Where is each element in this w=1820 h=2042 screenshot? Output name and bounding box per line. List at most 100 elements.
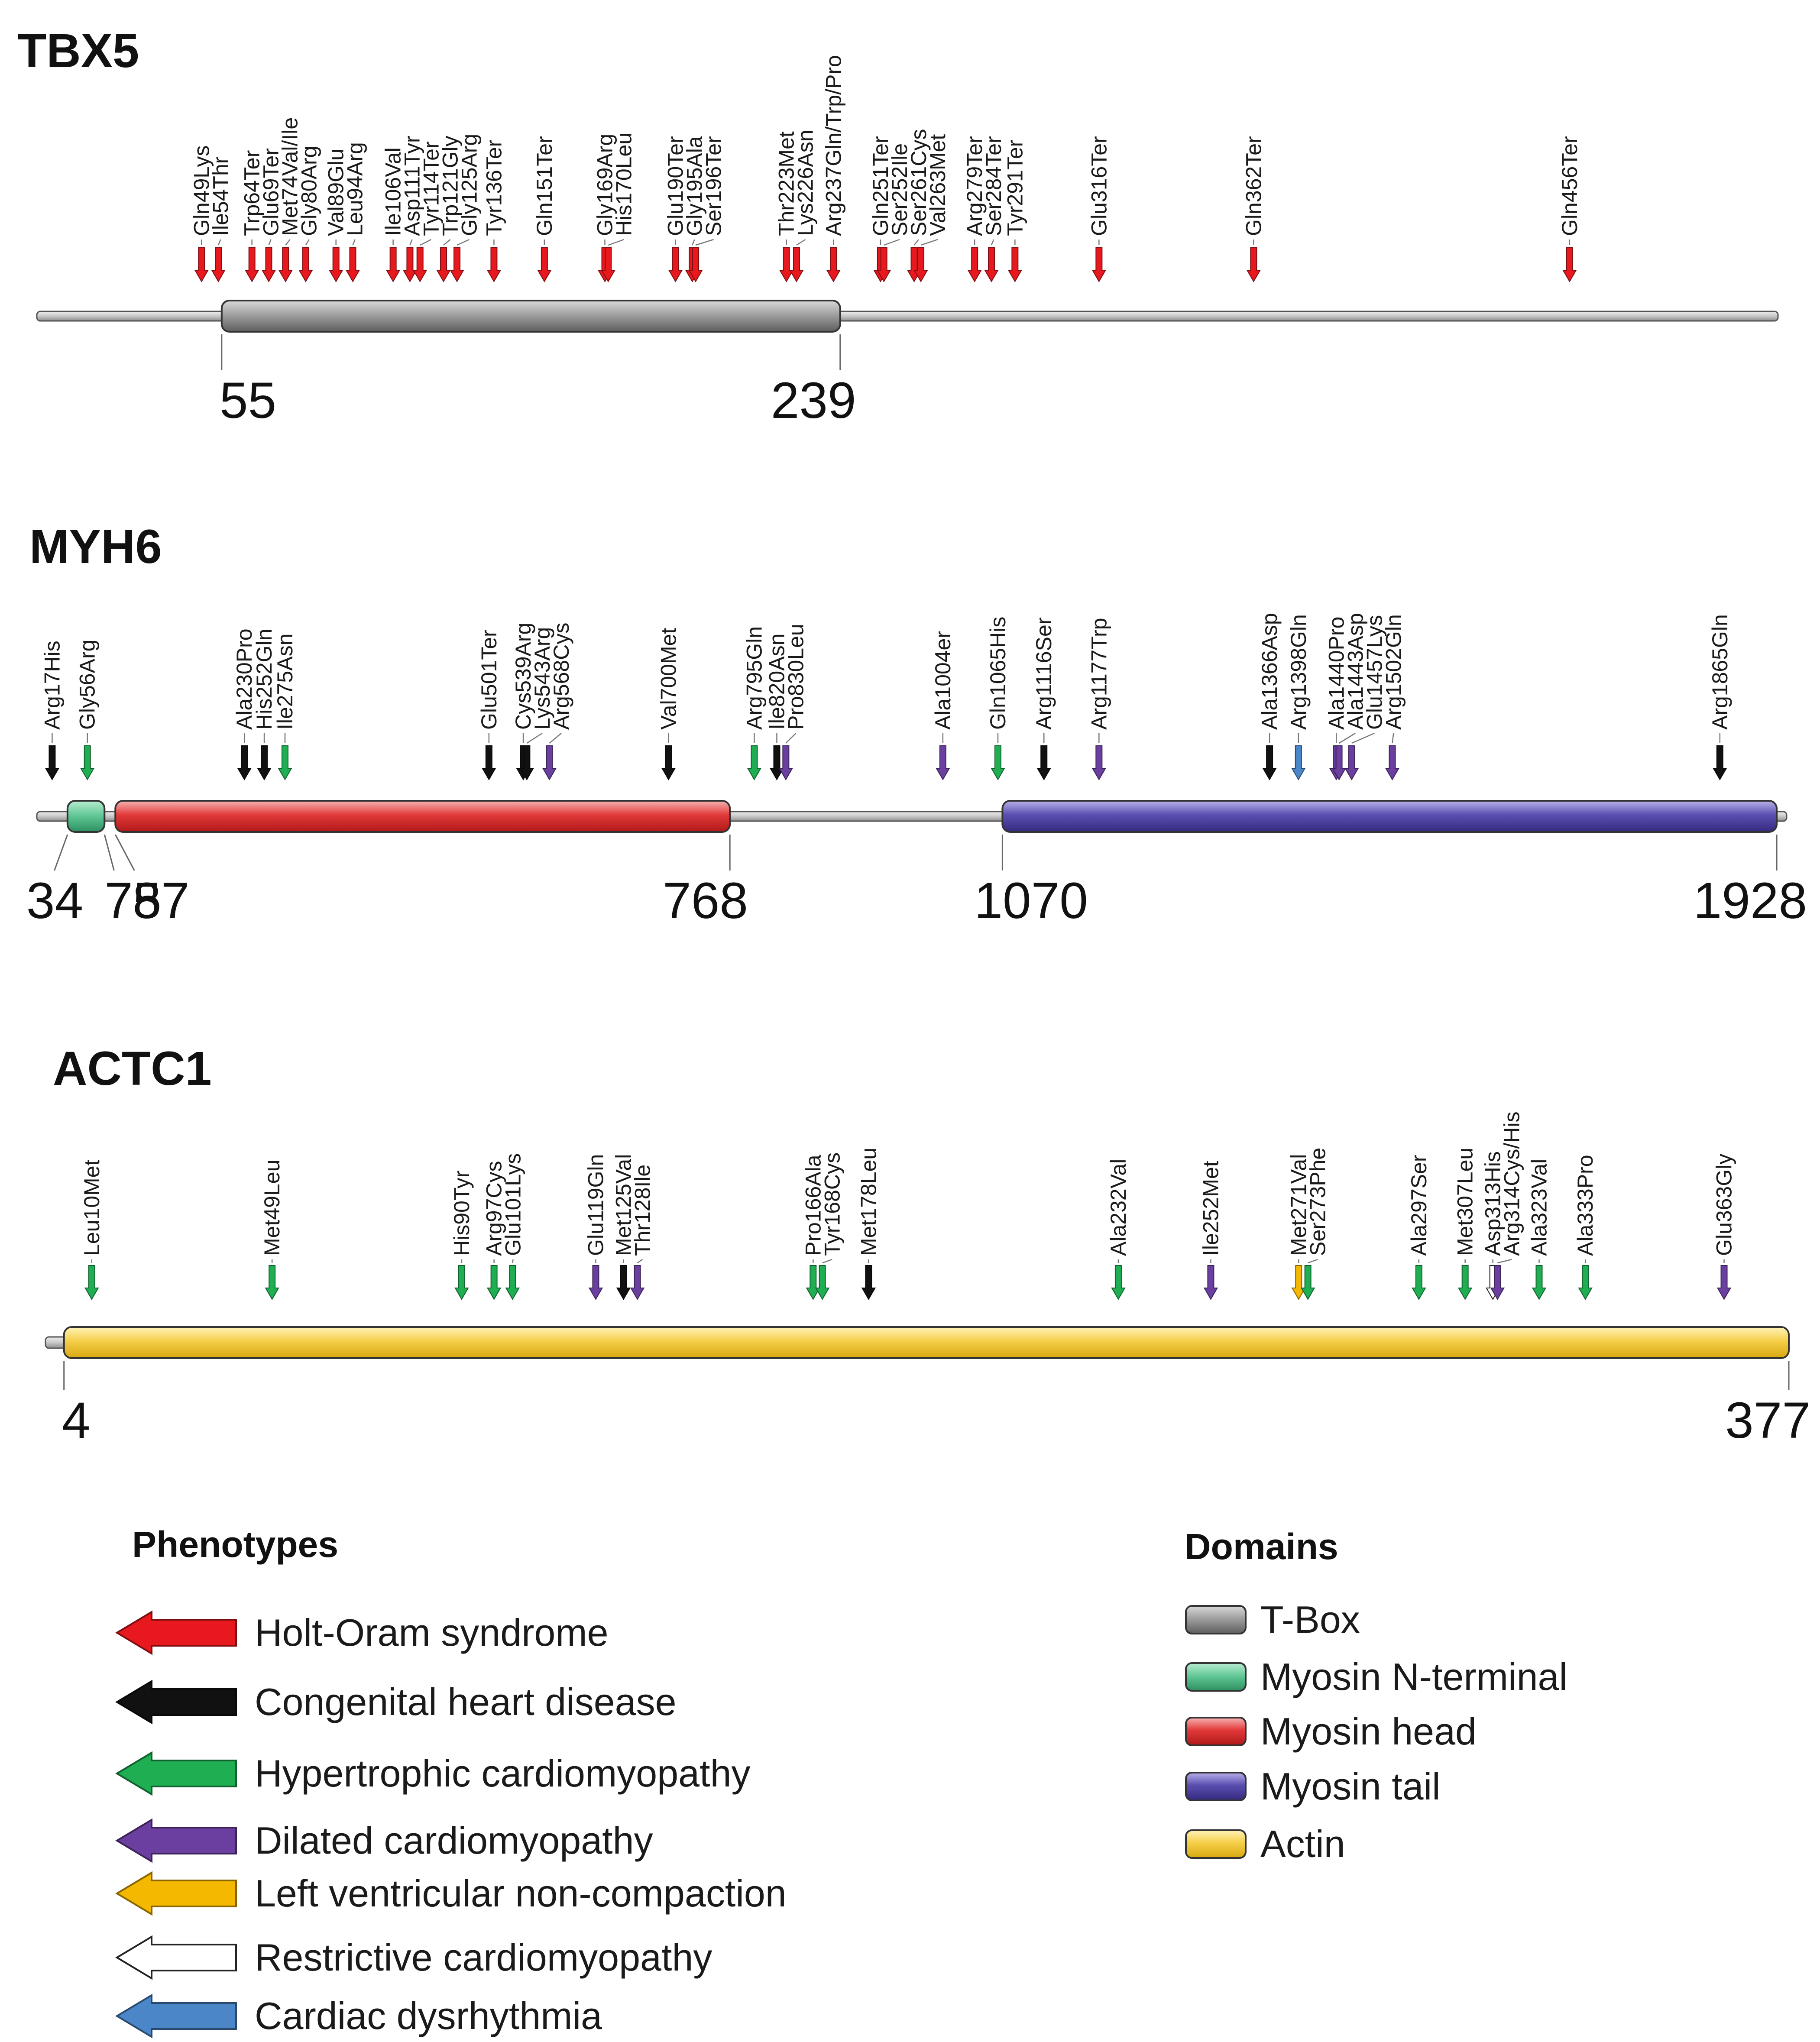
mutation-label: Glu1457Lys <box>1362 615 1386 730</box>
gene-panel-actc1: ACTC1 Leu10Met Met49Leu His90Tyr Arg97CysGl… <box>45 1042 1810 1449</box>
mutation-arrow-dcm <box>1490 1265 1505 1301</box>
phenotype-legend: Phenotypes Holt-Oram syndrome Congenital … <box>115 1524 787 2039</box>
mutation-label: His252Gln <box>252 629 276 730</box>
mutation-stems <box>52 732 1721 744</box>
mutation-arrow-holt <box>298 247 313 283</box>
legend-swatch-tbox <box>1185 1605 1247 1634</box>
legend-label: Myosin head <box>1260 1710 1477 1753</box>
gene-panel-myh6: MYH6 Arg17His Gly56Arg Ala230ProHis252GlnI… <box>26 520 1807 929</box>
mutation-arrow-dcm <box>588 1265 603 1301</box>
mutation-arrow-hcm <box>815 1265 830 1301</box>
domain-tbox <box>220 300 841 333</box>
mutation-arrow-dcm <box>630 1265 645 1301</box>
mutation-leader <box>608 239 624 246</box>
mutation-label: Gln456Ter <box>1558 136 1582 236</box>
mutation-arrow-holt <box>412 247 427 283</box>
mutation-label: Asp313His <box>1481 1151 1505 1256</box>
mutation-labels: Leu10Met Met49Leu His90Tyr Arg97CysGlu101Ly… <box>80 1112 1736 1256</box>
mutation-arrow-dcm <box>1716 1265 1732 1301</box>
position-label: 87 <box>133 872 189 929</box>
mutation-arrow-chd <box>616 1265 631 1301</box>
mutation-leader <box>884 239 900 246</box>
mutation-label: Cys539Arg <box>511 623 535 730</box>
mutation-leader <box>549 733 562 744</box>
mutation-arrow-holt <box>1091 247 1107 283</box>
mutation-arrow-holt <box>984 247 999 283</box>
position-tick <box>104 834 115 871</box>
mutation-arrow-hcm <box>747 745 762 781</box>
position-label: 55 <box>220 372 276 429</box>
phenotype-legend-title: Phenotypes <box>132 1524 338 1565</box>
mutation-label: His170Leu <box>612 133 636 236</box>
mutation-leader <box>443 239 451 246</box>
legend-label: T-Box <box>1260 1598 1360 1641</box>
gene-title: MYH6 <box>29 520 162 573</box>
mutation-arrow-hcm <box>505 1265 520 1301</box>
mutation-label: Ala333Pro <box>1573 1155 1597 1256</box>
legend-arrow-hcm <box>115 1751 237 1796</box>
legend-label: Left ventricular non-compaction <box>255 1872 787 1915</box>
mutation-arrow-holt <box>402 247 418 283</box>
mutation-arrow-chd <box>1713 745 1727 781</box>
mutation-arrows <box>194 247 1577 283</box>
mutation-label: Gly125Arg <box>457 134 482 236</box>
mutation-arrow-holt <box>1007 247 1023 283</box>
mutation-arrow-holt <box>537 247 552 283</box>
mutation-arrow-chd <box>45 745 60 781</box>
mutation-labels: Arg17His Gly56Arg Ala230ProHis252GlnIle275… <box>40 613 1732 730</box>
mutation-label: Ala230Pro <box>232 629 256 730</box>
legend-swatch-myo-tail <box>1185 1772 1247 1801</box>
mutation-arrow-dcm <box>1331 745 1347 781</box>
mutation-arrow-chd <box>1262 745 1277 781</box>
mutation-label: Arg17His <box>40 641 64 730</box>
legend-arrow-rcm <box>115 1935 237 1980</box>
mutation-label: Pro830Leu <box>784 624 808 730</box>
position-label: 1070 <box>974 872 1088 929</box>
mutation-arrow-hcm <box>1111 1265 1126 1301</box>
mutation-arrow-holt <box>601 247 616 283</box>
position-label: 377 <box>1725 1392 1810 1449</box>
mutation-arrows <box>84 1265 1732 1301</box>
mutation-arrow-dcm <box>542 745 557 781</box>
gene-title: TBX5 <box>17 24 139 78</box>
mutation-arrow-holt <box>436 247 451 283</box>
mutation-arrow-hcm <box>991 745 1005 781</box>
mutation-leader <box>920 239 938 246</box>
mutation-label: Tyr168Cys <box>820 1152 844 1256</box>
mutation-arrow-hcm <box>454 1265 469 1301</box>
mutation-arrow-holt <box>486 247 502 283</box>
mutation-arrow-holt <box>278 247 293 283</box>
mutation-label: Met49Leu <box>260 1160 284 1256</box>
mutation-arrow-hcm <box>84 1265 99 1301</box>
mutation-leader <box>457 239 470 246</box>
mutation-arrow-holt <box>194 247 209 283</box>
mutation-arrow-holt <box>876 247 891 283</box>
mutation-leader <box>512 1259 514 1263</box>
mutation-label: Leu10Met <box>80 1160 104 1256</box>
legend-arrow-chd <box>115 1680 237 1725</box>
mutation-arrow-hcm <box>1578 1265 1593 1301</box>
mutation-leader <box>1308 1259 1318 1264</box>
mutation-leader <box>695 239 714 246</box>
mutation-label: Gln151Ter <box>532 136 557 236</box>
domain-legend-title: Domains <box>1185 1526 1338 1567</box>
mutation-label: Ser261Cys <box>907 129 931 236</box>
legend-label: Restrictive cardiomyopathy <box>255 1936 712 1979</box>
mutation-label: Lys543Arg <box>530 627 554 730</box>
mutation-arrow-dcm <box>1203 1265 1218 1301</box>
mutation-label: Val700Met <box>656 628 680 730</box>
legend-label: Actin <box>1260 1822 1345 1865</box>
mutation-arrow-chd <box>257 745 272 781</box>
mutation-label: Arg795Gln <box>742 626 766 730</box>
mutation-arrow-holt <box>1246 247 1261 283</box>
mutation-arrow-chd <box>861 1265 876 1301</box>
mutation-arrow-dcm <box>1344 745 1359 781</box>
mutation-arrow-dys <box>1291 745 1306 781</box>
mutation-label: Pro166Ala <box>801 1155 825 1256</box>
mutation-label: Met125Val <box>612 1154 636 1256</box>
mutation-arrow-dcm <box>1385 745 1400 781</box>
mutation-label: Gly80Arg <box>297 146 321 236</box>
legend-label: Dilated cardiomyopathy <box>255 1819 653 1862</box>
mutation-label: Ile106Val <box>381 147 405 236</box>
